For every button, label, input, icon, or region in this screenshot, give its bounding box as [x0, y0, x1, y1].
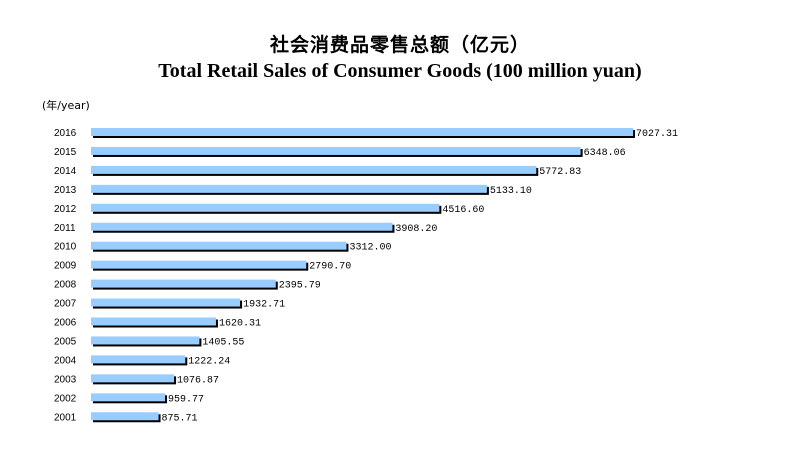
bar-2012 [91, 203, 440, 212]
bar-2007 [91, 298, 241, 307]
bar-2011 [91, 222, 393, 231]
bar-2002 [91, 393, 166, 402]
category-label-2006: 2006 [54, 318, 77, 329]
category-label-2012: 2012 [54, 204, 77, 215]
category-label-2007: 2007 [54, 299, 77, 310]
value-label-2010: 3312.00 [349, 243, 391, 254]
value-label-2007: 1932.71 [243, 300, 285, 311]
value-label-2008: 2395.79 [279, 281, 321, 292]
value-label-2005: 1405.55 [202, 337, 244, 348]
category-label-2001: 2001 [54, 412, 77, 423]
bar-2009 [91, 260, 307, 269]
category-label-2004: 2004 [54, 355, 77, 366]
category-label-2009: 2009 [54, 261, 77, 272]
category-label-2015: 2015 [54, 147, 77, 158]
value-label-2014: 5772.83 [539, 167, 581, 178]
bar-2008 [91, 279, 276, 288]
category-label-2016: 2016 [54, 128, 77, 139]
bar-2015 [91, 146, 581, 155]
chart-title: 社会消费品零售总额（亿元） [269, 34, 530, 56]
bar-2014 [91, 165, 537, 174]
bar-2006 [91, 317, 216, 326]
bar-2001 [91, 412, 159, 421]
bar-2003 [91, 374, 175, 383]
category-label-2013: 2013 [54, 185, 77, 196]
category-label-2014: 2014 [54, 166, 77, 177]
bar-2010 [91, 241, 347, 250]
bar-2013 [91, 184, 487, 193]
value-label-2002: 959.77 [168, 394, 204, 405]
axis-unit-label: (年/year) [42, 99, 90, 112]
value-label-2011: 3908.20 [395, 224, 437, 235]
value-label-2006: 1620.31 [219, 319, 261, 330]
bar-2005 [91, 336, 200, 345]
value-label-2004: 1222.24 [188, 356, 230, 367]
category-label-2003: 2003 [54, 374, 77, 385]
category-label-2010: 2010 [54, 242, 77, 253]
bar-2016 [91, 128, 633, 136]
category-label-2005: 2005 [54, 336, 77, 347]
value-label-2001: 875.71 [162, 413, 198, 424]
bar-2004 [91, 355, 186, 364]
category-label-2002: 2002 [54, 393, 77, 404]
value-label-2015: 6348.06 [584, 148, 626, 159]
chart-subtitle: Total Retail Sales of Consumer Goods (10… [158, 60, 642, 82]
value-label-2009: 2790.70 [309, 262, 351, 273]
value-label-2012: 4516.60 [442, 205, 484, 216]
category-label-2008: 2008 [54, 280, 77, 291]
value-label-2003: 1076.87 [177, 375, 219, 386]
value-label-2016: 7027.31 [636, 129, 678, 140]
value-label-2013: 5133.10 [490, 186, 532, 197]
category-label-2011: 2011 [54, 223, 76, 234]
